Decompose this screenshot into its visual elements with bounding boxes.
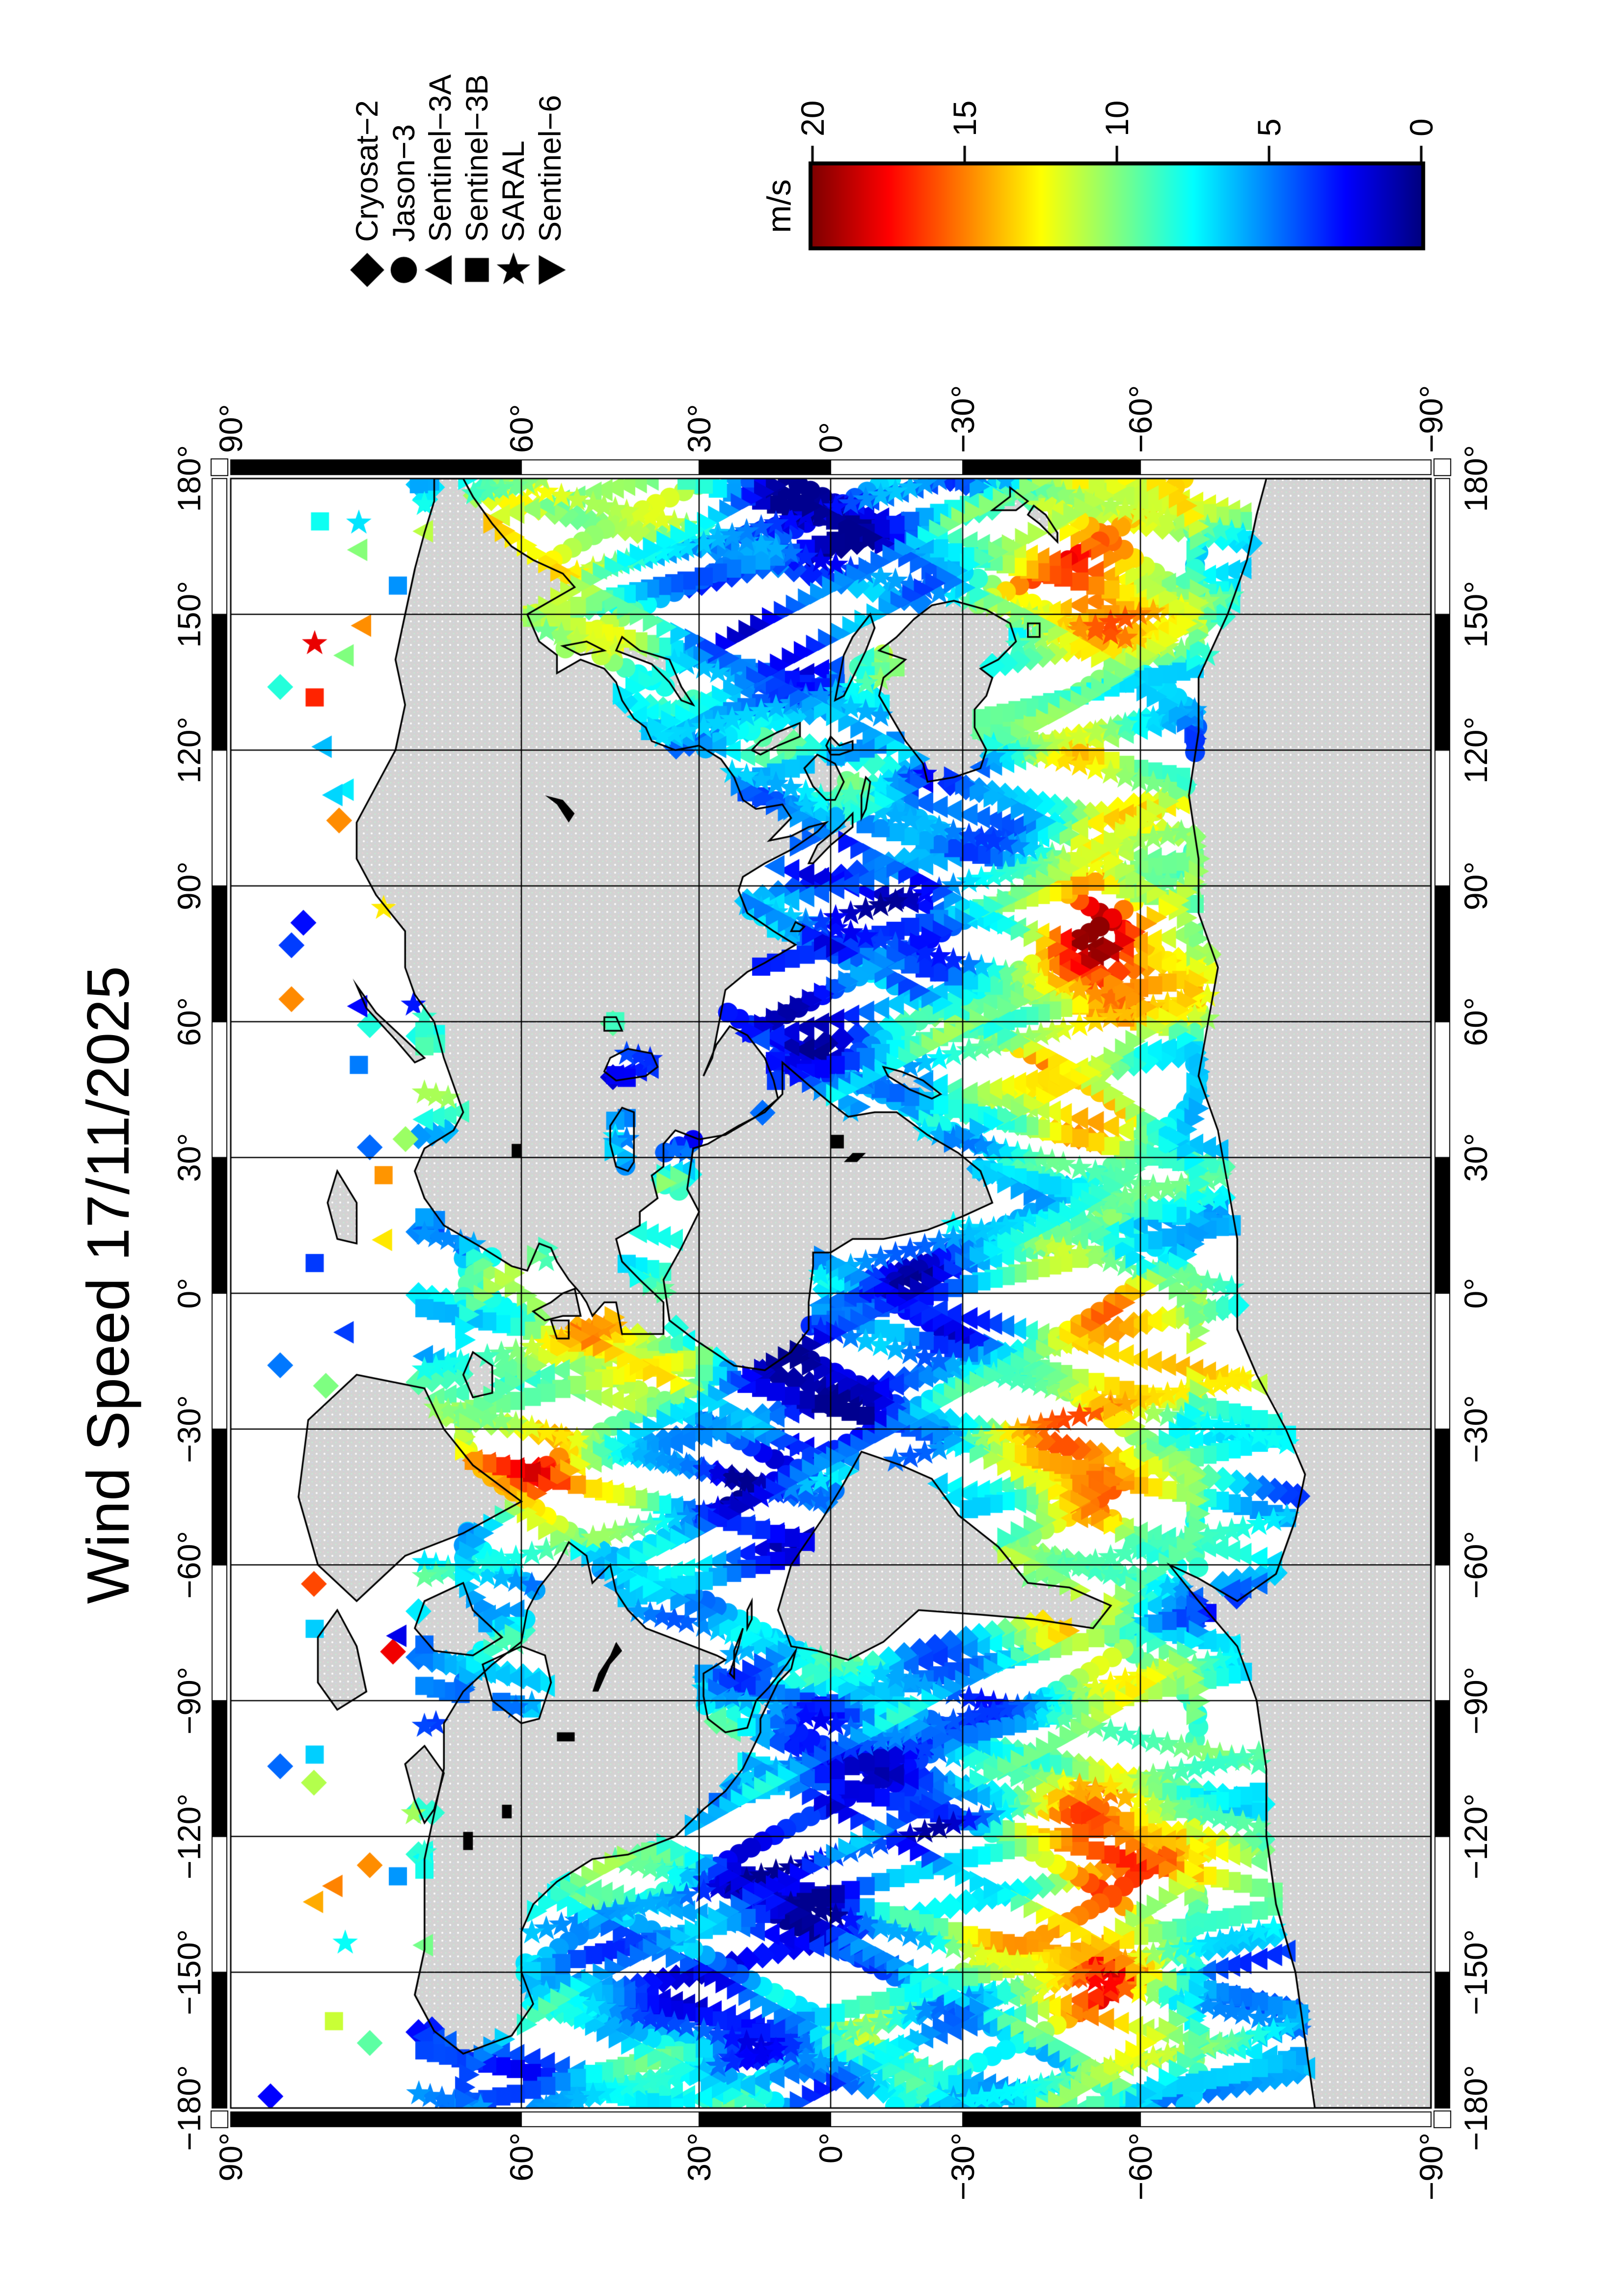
lon-tick-label-top: 180° [171,445,207,512]
lat-tick-label-right: 60° [503,404,540,453]
page-title: Wind Speed 17/11/2025 [75,965,141,1604]
legend-label-6: Sentinel−6 [533,95,568,242]
colorbar-tick-label: 0 [1403,118,1439,136]
lat-tick-label-left: −60° [1122,2133,1159,2201]
legend-label-1: Cryosat−2 [350,100,384,242]
legend-label-3: Sentinel−3A [423,74,458,242]
lat-tick-label-right: −30° [945,385,981,453]
lat-tick-label-right: −60° [1122,385,1159,453]
colorbar-tick-label: 15 [947,100,983,136]
lat-tick-label-right: 90° [213,404,249,453]
lat-tick-label-right: 30° [681,404,717,453]
lat-tick-label-left: 0° [812,2133,849,2164]
lat-tick-label-left: −90° [1413,2133,1449,2201]
lon-tick-label-bottom: 180° [1458,445,1494,512]
lat-tick-label-left: 90° [213,2133,249,2182]
legend-label-4: Sentinel−3B [460,74,494,242]
lat-tick-label-left: 60° [503,2133,540,2182]
legend-label-5: SARAL [496,140,531,242]
colorbar-tick-label: 10 [1099,100,1135,136]
colorbar-tick-label: 20 [794,100,831,136]
legend-label-2: Jason−3 [386,124,421,242]
colorbar-unit-label: m/s [760,179,798,233]
lat-tick-label-left: 30° [681,2133,717,2182]
lat-tick-label-right: −90° [1413,385,1449,453]
lat-tick-label-right: 0° [812,422,849,453]
colorbar-tick-label: 5 [1251,118,1287,136]
lat-tick-label-left: −30° [945,2133,981,2201]
